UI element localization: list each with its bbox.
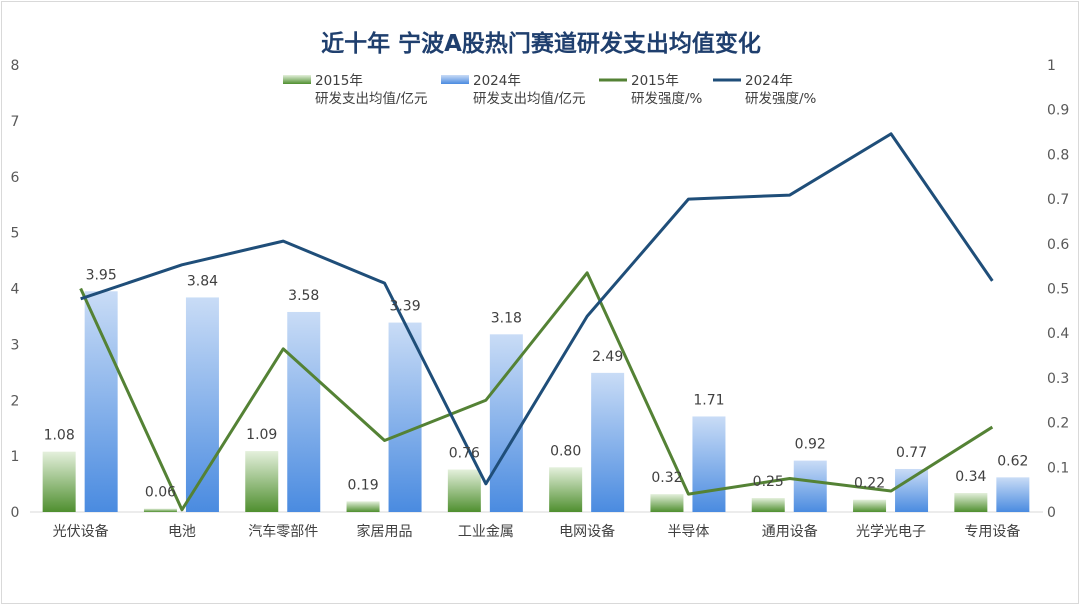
data-label: 0.76 — [449, 446, 480, 462]
data-label: 3.84 — [187, 273, 218, 289]
bar-2024 — [84, 291, 118, 512]
data-label: 0.77 — [896, 445, 927, 461]
bar-2015 — [346, 501, 380, 512]
data-label: 0.92 — [795, 437, 826, 453]
legend-swatch — [441, 75, 469, 84]
right-axis-tick: 0.9 — [1047, 103, 1069, 119]
left-axis-tick: 3 — [11, 337, 20, 353]
left-axis-tick: 5 — [11, 226, 20, 242]
x-axis-tick: 电池 — [168, 524, 196, 540]
bar-2015 — [650, 494, 684, 512]
left-axis-tick: 7 — [11, 114, 20, 130]
bar-2024 — [996, 477, 1030, 512]
x-axis-tick: 半导体 — [667, 524, 709, 540]
line-2024-intensity — [80, 132, 994, 486]
legend-label: 2015年 — [315, 73, 363, 89]
bar-2015 — [447, 469, 481, 512]
x-axis-tick: 通用设备 — [762, 523, 818, 540]
left-axis-tick: 8 — [11, 58, 20, 74]
data-label: 0.19 — [347, 477, 378, 493]
data-label: 3.39 — [389, 299, 420, 315]
chart-title: 近十年 宁波A股热门赛道研发支出均值变化 — [321, 30, 761, 57]
data-label: 3.18 — [491, 310, 522, 326]
bar-2024 — [591, 372, 625, 512]
bar-2024 — [388, 322, 422, 512]
right-axis-tick: 0.2 — [1047, 416, 1069, 432]
data-label: 0.06 — [145, 485, 176, 501]
x-axis-tick: 专用设备 — [964, 523, 1020, 540]
data-label: 2.49 — [592, 349, 623, 365]
legend-label: 2024年 — [745, 73, 793, 89]
x-axis-tick: 光伏设备 — [53, 523, 109, 540]
left-axis-tick: 6 — [11, 170, 20, 186]
right-axis-tick: 0.3 — [1047, 371, 1069, 387]
data-label: 0.25 — [753, 474, 784, 490]
bar-2015 — [954, 493, 988, 512]
bar-2015 — [42, 451, 76, 512]
bar-2024 — [895, 468, 929, 512]
x-axis-tick: 汽车零部件 — [248, 523, 318, 540]
left-axis-tick: 1 — [11, 449, 20, 465]
data-label: 0.32 — [651, 470, 682, 486]
bar-2015 — [853, 499, 887, 512]
bar-2015 — [751, 498, 785, 512]
legend-label: 2024年 — [473, 73, 521, 89]
right-axis-tick: 1 — [1047, 58, 1056, 74]
bar-2024 — [692, 416, 726, 512]
legend-label: 研发支出均值/亿元 — [473, 91, 586, 107]
bar-2015 — [245, 451, 279, 512]
left-axis-tick: 4 — [11, 282, 20, 298]
right-axis-tick: 0 — [1047, 505, 1056, 521]
legend-label: 2015年 — [631, 73, 679, 89]
data-label: 3.58 — [288, 288, 319, 304]
bar-2015 — [143, 508, 177, 512]
bar-2024 — [489, 334, 523, 512]
data-label: 0.22 — [854, 476, 885, 492]
right-axis-tick: 0.4 — [1047, 326, 1069, 342]
data-label: 1.08 — [44, 428, 75, 444]
legend-swatch — [283, 75, 311, 84]
bar-2024 — [287, 311, 321, 512]
data-label: 3.95 — [86, 267, 117, 283]
x-axis-tick: 工业金属 — [458, 524, 514, 540]
right-axis-tick: 0.6 — [1047, 237, 1069, 253]
x-axis-tick: 家居用品 — [357, 523, 413, 540]
x-axis-tick: 光学光电子 — [856, 524, 926, 540]
right-axis-tick: 0.5 — [1047, 282, 1069, 298]
left-axis-tick: 0 — [11, 505, 20, 521]
data-label: 1.71 — [693, 392, 724, 408]
data-label: 0.62 — [997, 453, 1028, 469]
bar-2015 — [549, 467, 583, 512]
legend-label: 研发强度/% — [745, 91, 817, 107]
right-axis-tick: 0.8 — [1047, 147, 1069, 163]
x-axis-tick: 电网设备 — [559, 523, 615, 540]
data-label: 0.80 — [550, 443, 581, 459]
bar-2024 — [793, 460, 827, 512]
right-axis-tick: 0.7 — [1047, 192, 1069, 208]
line-2015-intensity — [79, 271, 994, 512]
legend-label: 研发强度/% — [631, 91, 703, 107]
data-label: 0.34 — [955, 469, 986, 485]
right-axis-tick: 0.1 — [1047, 460, 1069, 476]
data-label: 1.09 — [246, 427, 277, 443]
legend-label: 研发支出均值/亿元 — [315, 91, 428, 107]
left-axis-tick: 2 — [11, 393, 20, 409]
